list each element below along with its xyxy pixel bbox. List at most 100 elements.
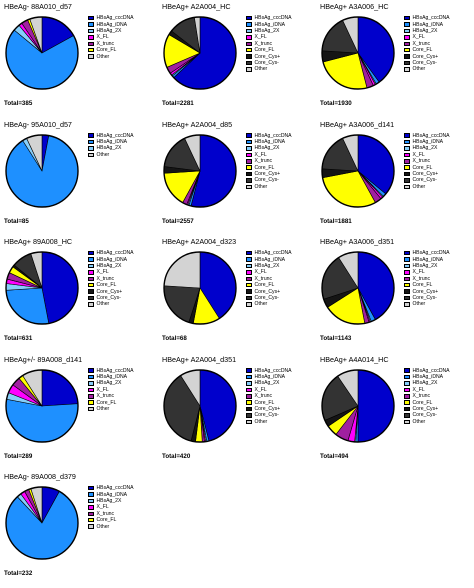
legend-swatch xyxy=(246,374,252,380)
legend-swatch xyxy=(88,492,94,497)
legend-item: Core_FL xyxy=(88,47,134,53)
pie-chart xyxy=(321,368,395,443)
legend-swatch xyxy=(88,152,94,158)
legend-item: Core_FL xyxy=(246,282,292,288)
legend-label: Core_Cys- xyxy=(96,294,121,301)
legend-item: HBsAg_cccDNA xyxy=(404,133,450,139)
pie-chart xyxy=(163,133,237,208)
legend-item: HBsAg_2X xyxy=(404,145,450,151)
legend-item: Core_Cys+ xyxy=(404,53,450,60)
legend-label: X_trunc xyxy=(96,510,115,517)
legend: HBsAg_cccDNA HBsAg_iDNA HBsAg_2X X_FL X_trun… xyxy=(88,250,134,308)
legend-swatch xyxy=(404,15,410,21)
legend-item: X_trunc xyxy=(404,393,450,399)
pie-chart-panel: HBeAg+ 89A008_HC Total=631 HBsAg_cccDNA HBs… xyxy=(0,235,158,352)
legend-item: Core_FL xyxy=(404,164,450,171)
legend-swatch xyxy=(404,47,410,53)
legend-item: X_trunc xyxy=(246,393,292,399)
legend-label: HBsAg_cccDNA xyxy=(254,250,292,257)
legend-swatch xyxy=(88,511,94,516)
pie-chart xyxy=(321,16,395,90)
legend-item: HBsAg_cccDNA xyxy=(88,133,134,139)
legend-swatch xyxy=(88,368,94,373)
legend-swatch xyxy=(88,295,94,301)
pie-outline xyxy=(163,16,237,90)
legend-swatch xyxy=(88,15,94,21)
legend-swatch xyxy=(246,139,252,145)
legend-item: Core_Cys- xyxy=(88,295,134,301)
legend-item: Other xyxy=(246,184,292,190)
pie-chart-panel: HBeAg+ A2A004_d323 Total=68 HBsAg_cccDNA HB… xyxy=(158,235,316,352)
legend-item: Other xyxy=(246,66,292,72)
legend-swatch xyxy=(404,139,410,145)
legend-swatch xyxy=(88,302,94,307)
legend-swatch xyxy=(404,295,410,301)
pie-outline xyxy=(163,251,237,325)
pie-chart xyxy=(163,251,237,325)
pie-chart-panel: HBeAg- 89A008_d379 Total=232 HBsAg_cccDNA H… xyxy=(0,470,158,587)
legend-item: Other xyxy=(88,152,134,158)
legend-swatch xyxy=(88,381,94,386)
legend-swatch xyxy=(88,139,94,145)
total-label: Total=289 xyxy=(4,452,33,460)
legend-label: Core_FL xyxy=(412,164,433,171)
legend-item: Other xyxy=(404,66,450,72)
legend-item: HBsAg_cccDNA xyxy=(88,250,134,256)
legend-item: Core_Cys- xyxy=(404,177,450,183)
legend: HBsAg_cccDNA HBsAg_iDNA HBsAg_2X X_FL X_trun… xyxy=(246,250,292,308)
legend-swatch xyxy=(88,394,94,399)
total-label: Total=2281 xyxy=(162,100,194,107)
chart-title: HBeAg+ A2A004_HC xyxy=(162,2,231,11)
legend-label: HBsAg_iDNA xyxy=(254,21,286,28)
legend-item: Core_FL xyxy=(88,517,134,523)
legend-label: X_FL xyxy=(96,269,109,276)
legend-swatch xyxy=(246,47,252,53)
legend: HBsAg_cccDNA HBsAg_iDNA HBsAg_2X X_FL X_trun… xyxy=(88,15,134,60)
legend-label: HBsAg_2X xyxy=(96,145,122,152)
legend-item: X_FL xyxy=(246,269,292,275)
legend-item: HBsAg_iDNA xyxy=(246,139,292,145)
pie-outline xyxy=(5,133,79,208)
chart-title: HBeAg+ A2A004_d323 xyxy=(162,237,237,246)
legend-label: X_FL xyxy=(412,386,425,393)
legend-swatch xyxy=(88,517,94,523)
total-label: Total=420 xyxy=(162,452,191,460)
legend-label: X_trunc xyxy=(412,275,431,282)
legend: HBsAg_cccDNA HBsAg_iDNA HBsAg_2X X_FL X_trun… xyxy=(404,250,450,308)
legend: HBsAg_cccDNA HBsAg_iDNA HBsAg_2X X_FL X_trun… xyxy=(246,133,292,191)
legend-item: X_trunc xyxy=(88,41,134,47)
pie-chart-panel: HBeAg+ A2A004_HC Total=2281 HBsAg_cccDNA HB… xyxy=(158,0,316,117)
legend-label: Other xyxy=(254,301,268,308)
pie-chart xyxy=(5,486,79,560)
legend-swatch xyxy=(404,289,410,294)
legend-label: Core_Cys+ xyxy=(254,53,281,60)
legend-swatch xyxy=(246,41,252,46)
legend-swatch xyxy=(88,270,94,275)
legend-item: Core_Cys+ xyxy=(246,53,292,60)
total-label: Total=1881 xyxy=(320,217,352,225)
legend-swatch xyxy=(88,485,94,491)
legend-swatch xyxy=(404,419,410,425)
legend-label: X_FL xyxy=(254,269,267,276)
legend: HBsAg_cccDNA HBsAg_iDNA HBsAg_2X Other xyxy=(88,133,134,159)
legend-swatch xyxy=(246,282,252,288)
legend-label: X_FL xyxy=(254,34,267,41)
legend-label: Core_Cys+ xyxy=(96,288,123,295)
legend-swatch xyxy=(88,146,94,151)
legend-swatch xyxy=(88,35,94,40)
legend-swatch xyxy=(88,498,94,504)
legend-item: HBsAg_2X xyxy=(404,380,450,386)
legend-label: HBsAg_iDNA xyxy=(96,256,128,263)
total-label: Total=68 xyxy=(162,335,187,342)
legend-label: Other xyxy=(96,301,110,308)
legend-swatch xyxy=(246,171,252,177)
legend-swatch xyxy=(246,15,252,21)
legend-swatch xyxy=(88,22,94,27)
pie-chart-panel: HBeAg+ A3A006_d141 Total=1881 HBsAg_cccDNA… xyxy=(316,118,474,235)
legend-label: HBsAg_2X xyxy=(254,145,280,152)
legend: HBsAg_cccDNA HBsAg_iDNA HBsAg_2X X_FL X_trun… xyxy=(404,368,450,426)
legend-swatch xyxy=(246,165,252,170)
pie-slice xyxy=(357,369,395,442)
legend-swatch xyxy=(88,387,94,393)
legend-swatch xyxy=(246,263,252,269)
